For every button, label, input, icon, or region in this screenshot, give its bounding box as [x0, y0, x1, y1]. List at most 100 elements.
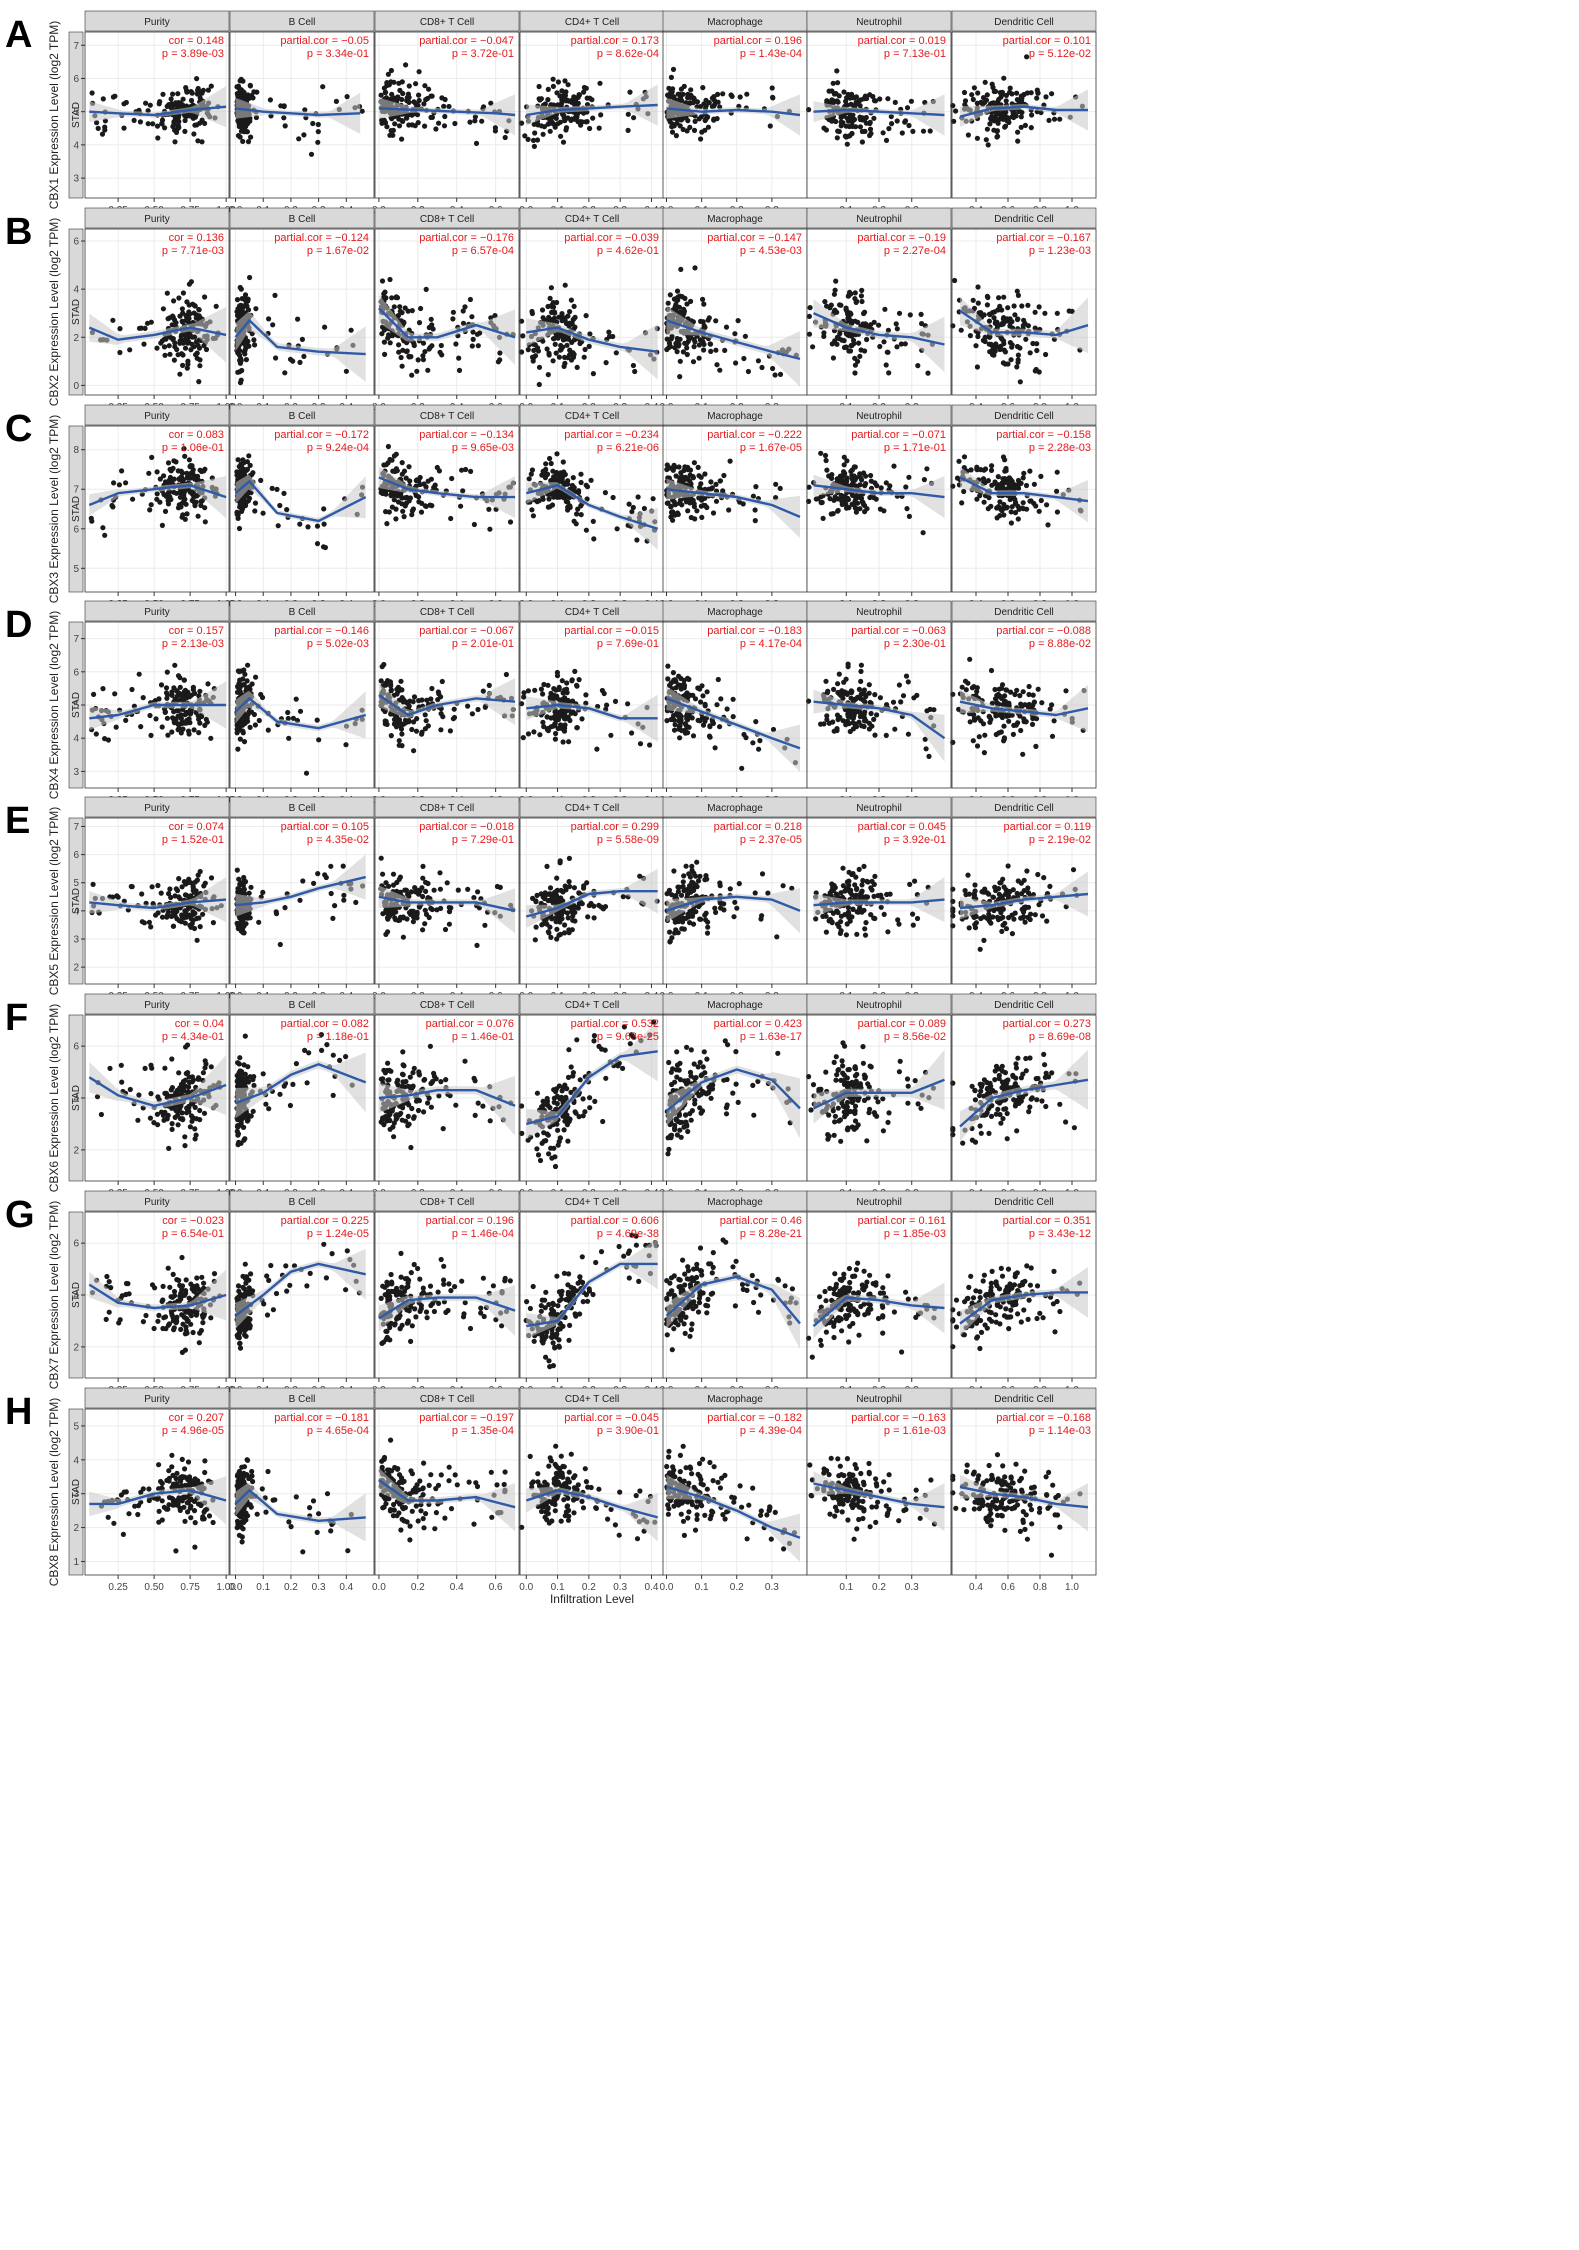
data-point	[894, 118, 900, 124]
data-point	[720, 91, 726, 97]
p-value-stat: p = 5.02e-03	[307, 638, 369, 650]
data-point	[1014, 288, 1020, 294]
data-point	[562, 78, 568, 84]
data-point	[553, 687, 559, 693]
data-point	[530, 137, 537, 143]
data-point	[389, 116, 395, 122]
data-point	[412, 123, 418, 129]
data-point	[571, 303, 577, 309]
data-point	[1034, 95, 1040, 101]
data-point	[828, 302, 834, 308]
confidence-band	[89, 86, 227, 128]
data-point	[567, 503, 573, 509]
data-point	[733, 360, 739, 366]
data-point	[872, 692, 878, 698]
data-point	[383, 718, 389, 724]
data-point	[95, 125, 101, 131]
data-point	[807, 305, 813, 311]
data-point	[251, 711, 257, 718]
data-point	[830, 80, 836, 86]
data-point	[540, 691, 546, 697]
data-point	[691, 127, 698, 133]
data-point	[236, 669, 242, 675]
data-point	[677, 358, 683, 364]
data-point	[680, 349, 687, 355]
data-point	[583, 482, 589, 488]
data-point	[396, 349, 402, 355]
data-point	[159, 724, 165, 730]
data-point	[687, 124, 693, 130]
data-point	[164, 290, 170, 296]
data-point	[185, 361, 191, 367]
data-point	[411, 694, 418, 700]
facet-strip	[374, 10, 520, 32]
data-point	[692, 265, 698, 271]
data-point	[992, 479, 998, 485]
data-point	[1020, 475, 1026, 481]
data-point	[950, 483, 956, 489]
data-point	[537, 732, 543, 738]
data-point	[759, 364, 765, 371]
data-point	[666, 340, 673, 346]
data-point	[847, 289, 853, 295]
data-point	[543, 466, 549, 472]
data-point	[985, 478, 992, 484]
data-point	[984, 302, 991, 308]
data-point	[486, 682, 492, 689]
data-point	[396, 116, 402, 122]
correlation-stat: partial.cor = −0.124	[274, 232, 369, 244]
data-point	[154, 496, 160, 502]
facet-label-cell: CD4+ T Cell	[565, 214, 619, 225]
data-point	[381, 661, 387, 668]
data-point	[282, 370, 288, 376]
data-point	[143, 100, 149, 106]
data-point	[159, 522, 165, 529]
data-point	[199, 139, 205, 145]
data-point	[186, 694, 193, 700]
data-point	[822, 299, 828, 305]
data-point	[568, 297, 575, 303]
data-point	[545, 97, 551, 103]
data-point	[442, 113, 448, 120]
data-point	[314, 717, 320, 723]
p-value-stat: p = 4.62e-01	[597, 245, 659, 257]
y-tick-label: 0	[73, 381, 79, 392]
data-point	[387, 276, 393, 283]
data-point	[625, 111, 631, 117]
data-point	[625, 127, 631, 133]
data-point	[247, 83, 253, 89]
y-tick-label: 6	[73, 74, 79, 85]
y-tick-label: 5	[73, 564, 79, 575]
data-point	[162, 125, 168, 131]
data-point	[170, 103, 176, 109]
data-point	[872, 480, 878, 486]
data-point	[378, 92, 384, 98]
data-point	[238, 286, 244, 292]
facet-label-cell: Macrophage	[707, 607, 763, 618]
data-point	[730, 696, 736, 702]
data-point	[469, 343, 475, 349]
data-point	[562, 282, 568, 288]
data-point	[422, 349, 428, 355]
data-point	[835, 80, 841, 86]
data-point	[528, 471, 534, 477]
data-point	[1045, 522, 1051, 528]
data-point	[197, 357, 203, 363]
data-point	[1023, 482, 1030, 489]
data-point	[391, 497, 397, 503]
data-point	[243, 340, 249, 346]
data-point	[146, 470, 152, 476]
data-point	[403, 720, 409, 726]
data-point	[163, 685, 170, 691]
data-point	[178, 504, 184, 510]
data-point	[1025, 302, 1031, 308]
data-point	[699, 497, 705, 503]
data-point	[198, 502, 204, 509]
data-point	[669, 129, 676, 135]
data-point	[997, 346, 1003, 353]
data-point	[753, 484, 759, 490]
data-point	[1015, 352, 1022, 358]
data-point	[836, 93, 842, 99]
data-point	[543, 461, 549, 467]
